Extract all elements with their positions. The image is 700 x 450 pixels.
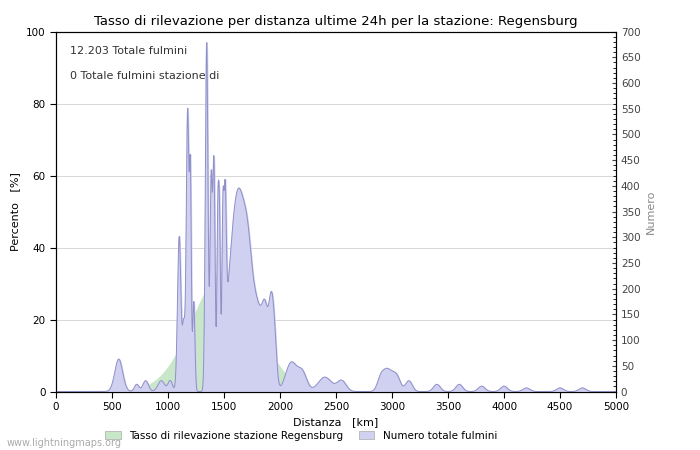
Y-axis label: Numero: Numero bbox=[646, 189, 656, 234]
Title: Tasso di rilevazione per distanza ultime 24h per la stazione: Regensburg: Tasso di rilevazione per distanza ultime… bbox=[94, 14, 578, 27]
Y-axis label: Percento   [%]: Percento [%] bbox=[10, 172, 20, 251]
X-axis label: Distanza   [km]: Distanza [km] bbox=[293, 418, 379, 428]
Text: 12.203 Totale fulmini: 12.203 Totale fulmini bbox=[70, 46, 188, 56]
Legend: Tasso di rilevazione stazione Regensburg, Numero totale fulmini: Tasso di rilevazione stazione Regensburg… bbox=[101, 427, 501, 445]
Text: 0 Totale fulmini stazione di: 0 Totale fulmini stazione di bbox=[70, 71, 219, 81]
Text: www.lightningmaps.org: www.lightningmaps.org bbox=[7, 438, 122, 448]
